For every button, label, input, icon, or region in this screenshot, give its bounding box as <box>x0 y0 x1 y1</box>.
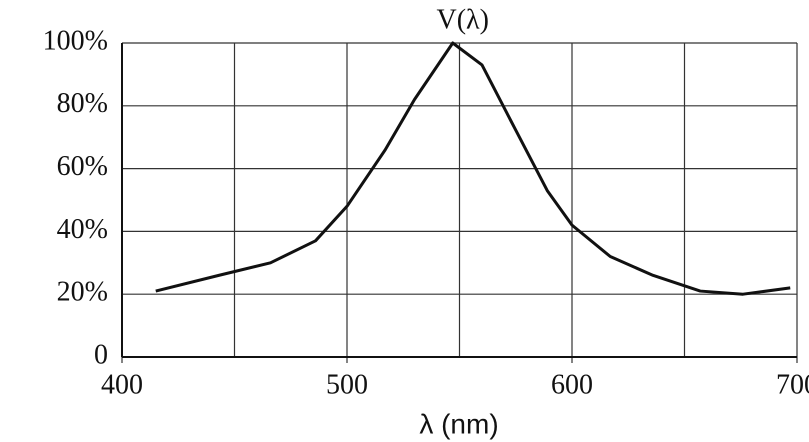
y-tick-label: 40% <box>57 214 108 245</box>
y-tick-label: 0 <box>94 339 108 370</box>
x-tick-label: 400 <box>101 369 143 400</box>
curve <box>155 41 791 296</box>
x-axis-label: λ (nm) <box>419 408 498 439</box>
x-tick-label: 600 <box>551 369 593 400</box>
y-tick-label: 60% <box>57 151 108 182</box>
y-tick-label: 20% <box>57 277 108 308</box>
x-tick-label: 700 <box>776 369 809 400</box>
y-tick-label: 80% <box>57 88 108 119</box>
chart-title: V(λ) <box>437 4 489 35</box>
x-tick-label: 500 <box>326 369 368 400</box>
y-tick-label: 100% <box>43 25 108 56</box>
